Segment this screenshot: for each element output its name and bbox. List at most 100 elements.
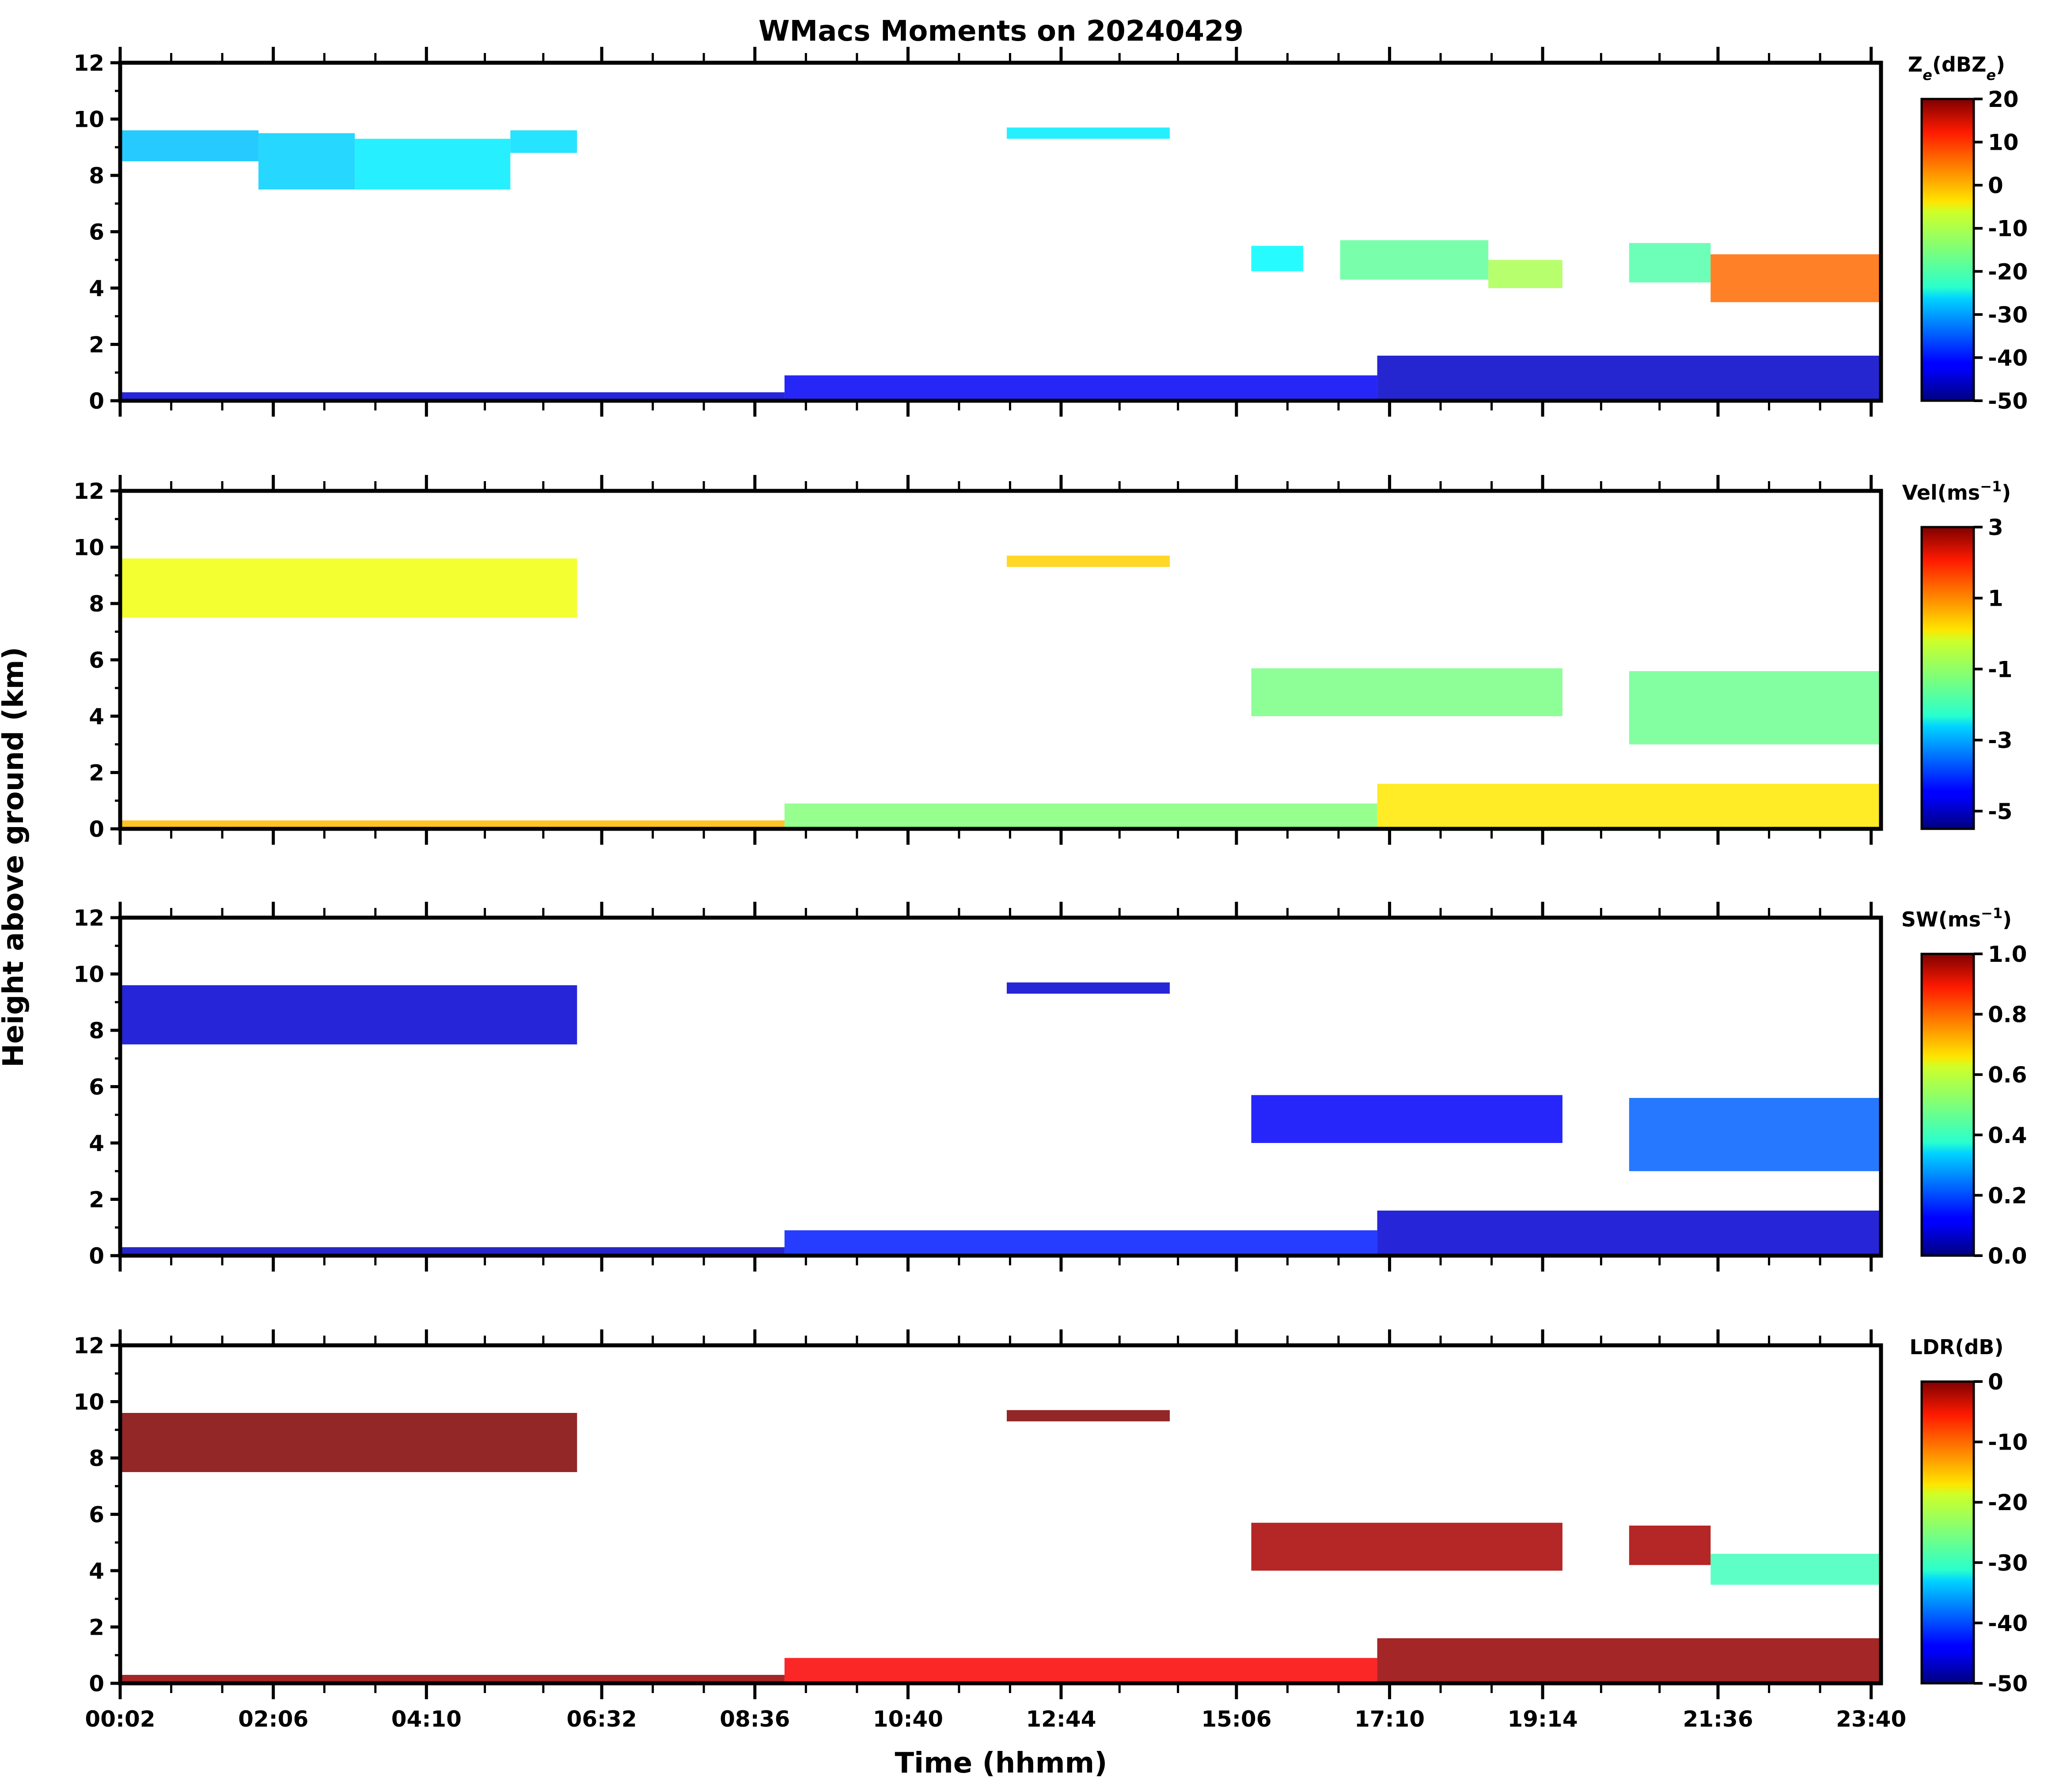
panel-1: 0 2 4 6 8 10 12 -50 -40 -30 -20 -10 0 10 20 Ze(dBZe) <box>73 47 2028 417</box>
panel-3-y-tick-label: 2 <box>89 1187 104 1213</box>
panel-4-y-tick-label: 10 <box>73 1390 104 1415</box>
panel-3-colorbar-label: SW(ms−1) <box>1901 905 2012 931</box>
panel-4-echo-region-5 <box>1710 1553 1881 1585</box>
panel-1-echo-region-8 <box>1488 260 1562 289</box>
panel-2-y-tick-label: 2 <box>89 760 104 786</box>
panel-3-colorbar-tick-label: 0.8 <box>1988 1002 2027 1028</box>
panel-1-colorbar-tick-label: 10 <box>1988 130 2019 156</box>
panel-1-echo-region-13 <box>1377 356 1881 401</box>
panel-2: 0 2 4 6 8 10 12 -5 -3 -1 1 3 Vel(ms−1) <box>73 475 2013 845</box>
panel-1-colorbar-tick-label: 0 <box>1988 173 2003 198</box>
panel-3-y-tick-label: 12 <box>73 905 104 931</box>
panel-4-colorbar-tick-label: -20 <box>1988 1490 2028 1515</box>
panel-1-echo-region-7 <box>1340 240 1489 280</box>
panel-1-colorbar-tick-label: -30 <box>1988 302 2028 328</box>
panel-1-y-tick-label: 8 <box>89 163 104 189</box>
panel-2-colorbar-label: Vel(ms−1) <box>1902 478 2011 505</box>
panel-3-colorbar-tick-label: 0.6 <box>1988 1062 2027 1088</box>
panel-4-colorbar-tick-label: -30 <box>1988 1550 2028 1576</box>
x-tick-label: 17:10 <box>1354 1706 1425 1732</box>
panel-3-frame <box>118 915 1883 1258</box>
x-tick-label: 08:36 <box>720 1706 790 1732</box>
panel-1-y-tick-label: 2 <box>89 332 104 358</box>
panel-3-echo-region-2 <box>1007 982 1170 994</box>
panel-4-y-tick-label: 6 <box>89 1502 104 1528</box>
panel-1-frame <box>118 61 1883 403</box>
panel-4-colorbar-label: LDR(dB) <box>1910 1335 2004 1359</box>
panel-3-y-tick-label: 0 <box>89 1243 104 1269</box>
panel-1-echo-region-10 <box>1710 254 1881 302</box>
panel-2-y-tick-label: 6 <box>89 648 104 673</box>
panel-3-y-tick-label: 10 <box>73 962 104 987</box>
panel-2-colorbar-tick-label: 3 <box>1988 515 2003 540</box>
panel-4-echo-region-8 <box>1377 1638 1881 1683</box>
panel-4-echo-region-4 <box>1629 1526 1711 1565</box>
x-tick-label: 00:02 <box>85 1706 155 1732</box>
x-tick-label: 23:40 <box>1836 1706 1906 1732</box>
panel-4-colorbar-tick-label: -40 <box>1988 1610 2028 1636</box>
panel-3-colorbar-tick-label: 0.0 <box>1988 1243 2027 1269</box>
panel-2-echo-region-3 <box>1251 668 1562 716</box>
panel-2-y-tick-label: 12 <box>73 478 104 504</box>
panel-2-echo-region-2 <box>1007 555 1170 567</box>
panel-4-y-tick-label: 4 <box>89 1558 104 1584</box>
panel-4-y-tick-label: 2 <box>89 1615 104 1640</box>
panel-4-colorbar-tick-label: -10 <box>1988 1430 2028 1455</box>
panel-3-echo-region-1 <box>121 985 577 1044</box>
panel-4-y-tick-label: 12 <box>73 1333 104 1359</box>
panel-3: 0 2 4 6 8 10 12 0.0 0.2 0.4 0.6 0.8 1.0 SW(ms−1) <box>73 902 2027 1272</box>
panel-2-colorbar-tick-label: -5 <box>1988 799 2013 824</box>
panel-2-colorbar-tick-label: -1 <box>1988 657 2013 682</box>
figure-title: WMacs Moments on 20240429 <box>758 15 1244 48</box>
panel-3-colorbar <box>1920 953 1975 1257</box>
panel-1-echo-region-3 <box>355 139 511 190</box>
panel-1-echo-region-11 <box>121 392 785 401</box>
panel-3-y-tick-label: 6 <box>89 1074 104 1100</box>
panels: 024681012-50-40-30-20-1001020Ze(dBZe)024… <box>73 47 2028 1732</box>
x-tick-label: 06:32 <box>567 1706 637 1732</box>
panel-1-echo-region-6 <box>1251 246 1303 271</box>
panel-4-y-tick-label: 8 <box>89 1446 104 1471</box>
panel-1-y-tick-label: 10 <box>73 107 104 133</box>
panel-2-echo-region-1 <box>121 558 577 618</box>
panel-4-y-tick-label: 0 <box>89 1671 104 1697</box>
panel-4-echo-region-2 <box>1007 1410 1170 1422</box>
panel-1-colorbar-tick-label: -20 <box>1988 259 2028 285</box>
panel-3-echo-region-5 <box>121 1247 785 1256</box>
panel-2-colorbar-tick-label: -3 <box>1988 728 2013 753</box>
panel-1-echo-region-2 <box>258 133 355 190</box>
panel-1-colorbar-tick-label: -50 <box>1988 388 2028 414</box>
panel-2-echo-region-6 <box>784 803 1377 829</box>
x-tick-label: 02:06 <box>238 1706 308 1732</box>
x-tick-label: 10:40 <box>873 1706 943 1732</box>
panel-3-echo-region-4 <box>1629 1098 1881 1171</box>
panel-1-y-tick-label: 6 <box>89 220 104 245</box>
panel-4-echo-region-3 <box>1251 1522 1562 1571</box>
panel-2-frame <box>118 489 1883 831</box>
panel-4-frame <box>118 1343 1883 1686</box>
panel-1-colorbar <box>1920 98 1975 402</box>
panel-4-colorbar-tick-label: 0 <box>1988 1369 2003 1395</box>
panel-1-echo-region-1 <box>121 130 259 162</box>
panel-2-y-tick-label: 0 <box>89 816 104 842</box>
panel-1-echo-region-5 <box>1007 127 1170 139</box>
panel-3-colorbar-tick-label: 1.0 <box>1988 942 2027 967</box>
x-tick-label: 15:06 <box>1201 1706 1271 1732</box>
panel-1-echo-region-12 <box>784 375 1377 401</box>
panel-2-y-tick-label: 4 <box>89 704 104 729</box>
panel-1-colorbar-tick-label: -10 <box>1988 216 2028 242</box>
panel-4-echo-region-7 <box>784 1658 1377 1683</box>
panel-1-colorbar-label: Ze(dBZe) <box>1908 53 2005 84</box>
panel-2-y-tick-label: 10 <box>73 535 104 561</box>
panel-3-echo-region-7 <box>1377 1211 1881 1256</box>
panel-3-echo-region-6 <box>784 1230 1377 1256</box>
panel-2-colorbar <box>1920 526 1975 830</box>
panel-2-echo-region-5 <box>121 820 785 829</box>
x-tick-label: 19:14 <box>1507 1706 1578 1732</box>
panel-1-y-tick-label: 0 <box>89 388 104 414</box>
panel-1-y-tick-label: 4 <box>89 276 104 301</box>
x-tick-label: 04:10 <box>391 1706 462 1732</box>
panel-1-colorbar-tick-label: -40 <box>1988 345 2028 371</box>
panel-1-echo-region-9 <box>1629 243 1711 283</box>
y-axis-label: Height above ground (km) <box>0 647 30 1067</box>
